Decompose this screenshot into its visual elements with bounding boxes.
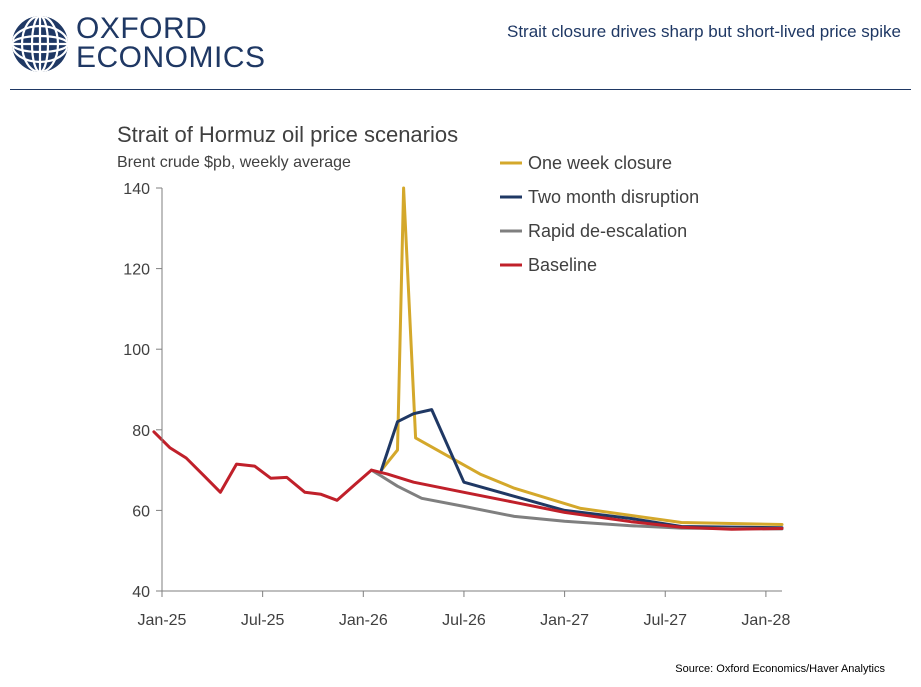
page-title: Strait closure drives sharp but short-li… [507, 22, 901, 41]
x-tick-label: Jan-28 [741, 612, 790, 629]
logo-line-1: OXFORD [76, 12, 208, 45]
legend-label-one-week-closure: One week closure [528, 153, 672, 173]
legend-label-rapid-de-escalation: Rapid de-escalation [528, 221, 687, 241]
y-tick-label: 120 [123, 262, 150, 279]
globe-icon [12, 16, 68, 72]
y-tick-label: 60 [132, 503, 150, 520]
chart-title: Strait of Hormuz oil price scenarios [117, 122, 458, 147]
y-tick-label: 140 [123, 181, 150, 198]
x-tick-label: Jul-26 [442, 612, 486, 629]
series-line-rapid-de-escalation [369, 468, 784, 531]
logo-line-2: ECONOMICS [76, 41, 266, 74]
series-line-baseline [152, 430, 784, 531]
x-tick-label: Jan-27 [540, 612, 589, 629]
x-tick-label: Jul-25 [241, 612, 285, 629]
y-tick-label: 80 [132, 423, 150, 440]
oxford-economics-logo: OXFORD ECONOMICS [10, 14, 270, 76]
legend-label-two-month-disruption: Two month disruption [528, 187, 699, 207]
x-tick-label: Jul-27 [643, 612, 687, 629]
series-line-one-week-closure [379, 186, 784, 526]
series-line-two-month-disruption [379, 408, 784, 530]
x-tick-label: Jan-26 [339, 612, 388, 629]
y-tick-label: 40 [132, 584, 150, 601]
logo-wordmark: OXFORD ECONOMICS [76, 12, 266, 74]
legend-label-baseline: Baseline [528, 255, 597, 275]
header-divider [10, 89, 911, 90]
x-tick-label: Jan-25 [138, 612, 187, 629]
chart-subtitle: Brent crude $pb, weekly average [117, 154, 351, 171]
chart-legend: One week closure Two month disruption Rapi… [500, 153, 699, 275]
source-note: Source: Oxford Economics/Haver Analytics [675, 663, 885, 675]
y-tick-label: 100 [123, 342, 150, 359]
